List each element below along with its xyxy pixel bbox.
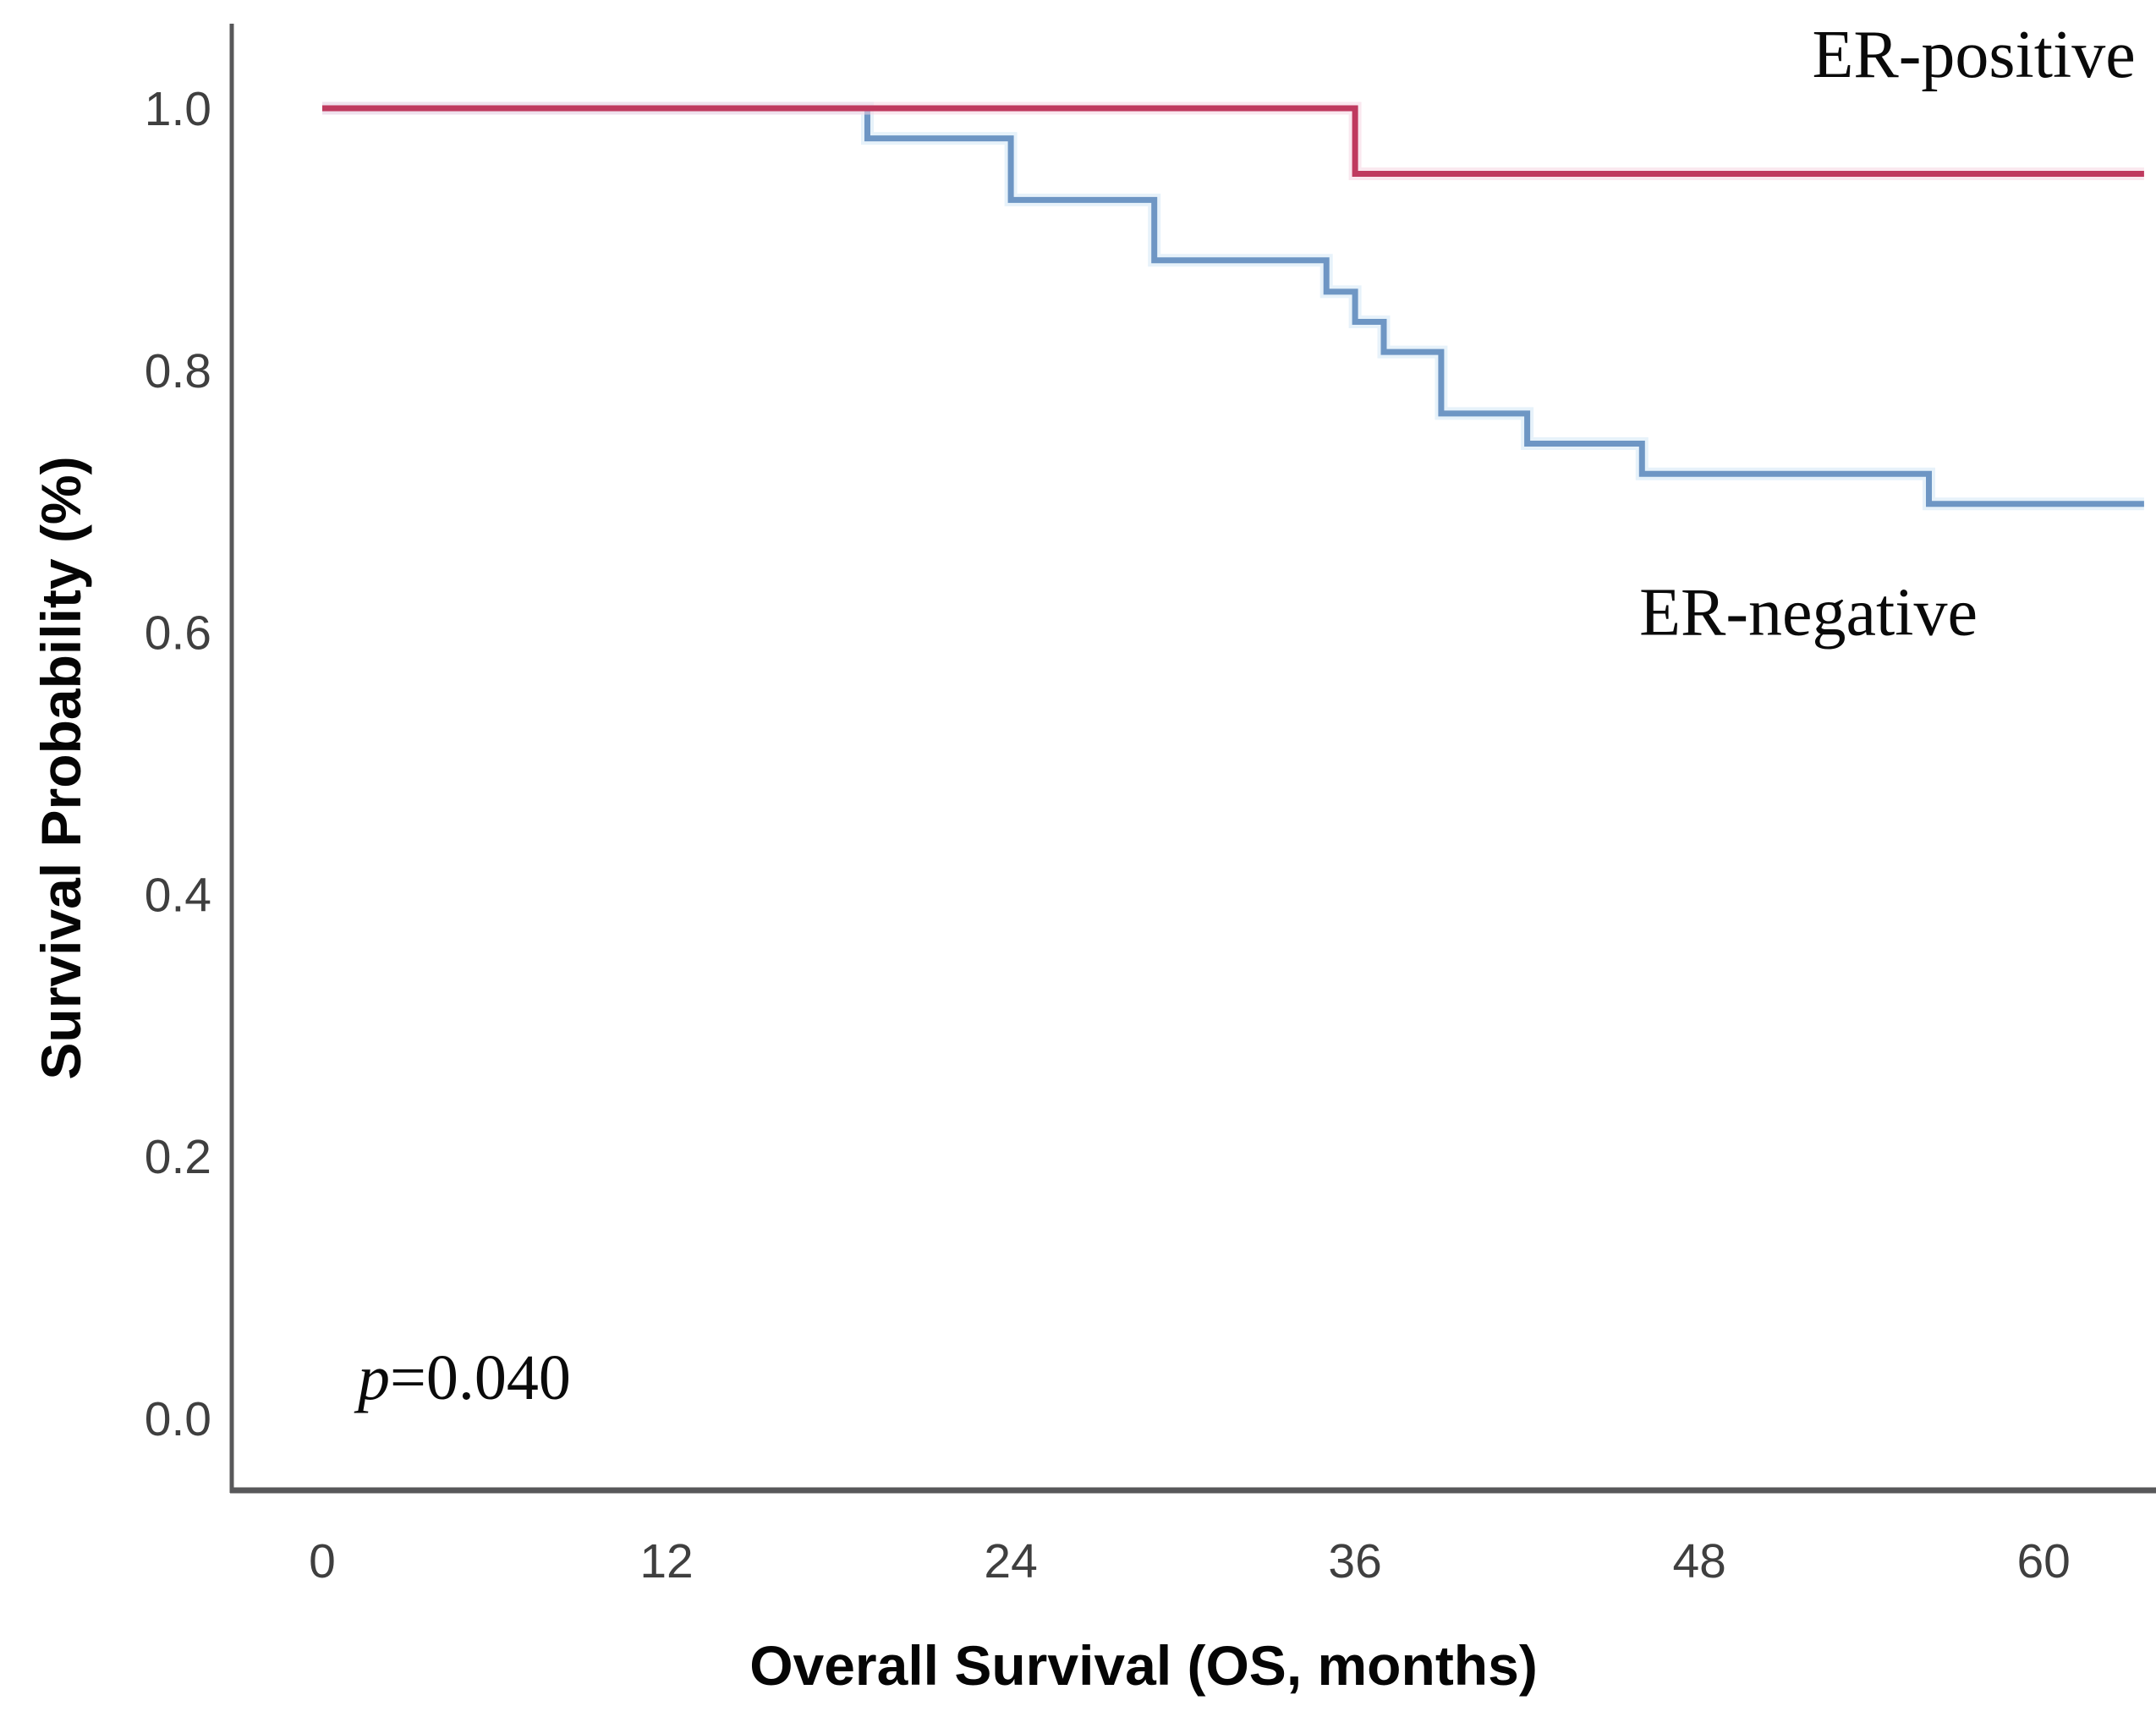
p-value-annotation: p=0.040 (354, 1342, 571, 1413)
p-value-number: =0.040 (390, 1342, 571, 1413)
y-tick-label-0.6: 0.6 (145, 606, 211, 661)
x-tick-label-24: 24 (984, 1534, 1037, 1588)
y-axis-title: Survival Probability (%) (30, 456, 92, 1079)
y-tick-label-0.2: 0.2 (145, 1130, 211, 1184)
y-tick-label-0.8: 0.8 (145, 344, 211, 398)
x-tick-label-36: 36 (1328, 1534, 1381, 1588)
er-positive-label: ER-positive (1813, 18, 2136, 92)
er-negative-label: ER-negative (1639, 576, 1978, 650)
y-tick-label-1.0: 1.0 (145, 82, 211, 136)
x-tick-label-60: 60 (2016, 1534, 2070, 1588)
y-tick-label-0.4: 0.4 (145, 868, 211, 922)
p-value-symbol: p (354, 1342, 390, 1413)
x-tick-label-12: 12 (639, 1534, 693, 1588)
series-curve-er-positive (322, 105, 2144, 177)
x-tick-label-0: 0 (309, 1534, 336, 1588)
series-halo-er-positive (322, 101, 2144, 180)
y-tick-label-0.0: 0.0 (145, 1392, 211, 1446)
series-curve-er-negative (322, 105, 2144, 507)
x-tick-label-48: 48 (1672, 1534, 1725, 1588)
x-axis-title: Overall Survival (OS, months) (749, 1634, 1538, 1697)
